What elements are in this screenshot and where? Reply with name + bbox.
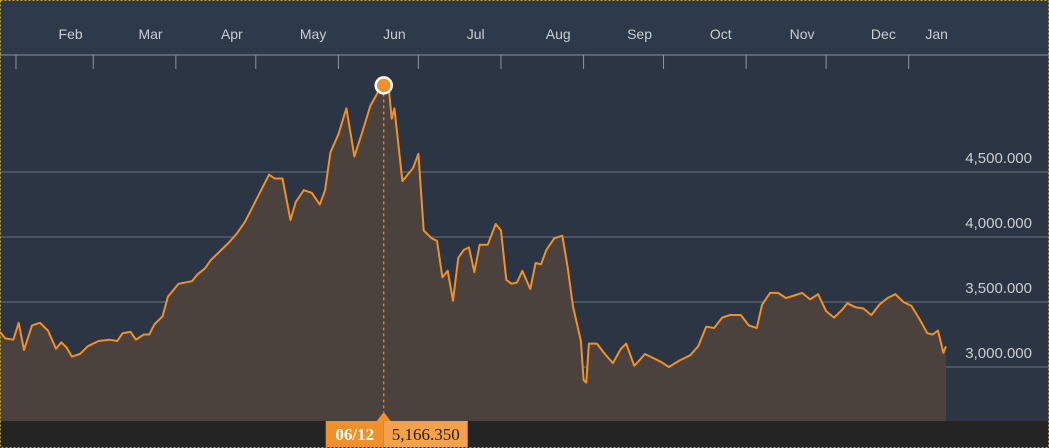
x-tick-label: Nov bbox=[790, 26, 815, 42]
x-tick-label: May bbox=[300, 26, 326, 42]
price-line bbox=[0, 84, 947, 384]
hover-point[interactable] bbox=[374, 76, 393, 95]
tooltip-value: 5,166.350 bbox=[392, 425, 460, 444]
y-tick-label: 3,000.000 bbox=[965, 345, 1032, 362]
tooltip-date-box bbox=[325, 421, 384, 447]
bottom-bar bbox=[0, 421, 1049, 448]
tooltip-date: 06/12 bbox=[335, 425, 374, 444]
x-tick-label: Mar bbox=[138, 26, 162, 42]
y-tick-label: 3,500.000 bbox=[965, 280, 1032, 297]
x-tick-label: Jun bbox=[383, 26, 406, 42]
x-tick-label: Aug bbox=[546, 26, 571, 42]
x-tick-label: Jan bbox=[925, 26, 948, 42]
x-tick-label: Sep bbox=[627, 26, 652, 42]
y-tick-label: 4,000.000 bbox=[965, 215, 1032, 232]
x-axis-band bbox=[0, 0, 1049, 55]
tooltip-value-box bbox=[383, 421, 468, 447]
x-tick-label: Oct bbox=[710, 26, 732, 42]
x-tick-label: Feb bbox=[59, 26, 83, 42]
tooltip-pointer bbox=[376, 412, 391, 421]
x-axis: Feb Mar Apr May Jun Jul Aug Sep Oct Nov Dec Jan bbox=[15, 26, 948, 69]
x-tick-label: Dec bbox=[871, 26, 896, 42]
y-axis: 4,500.000 4,000.000 3,500.000 3,000.000 bbox=[965, 150, 1032, 362]
value-tooltip: 06/12 5,166.350 bbox=[325, 412, 468, 447]
x-tick-label: Apr bbox=[221, 26, 243, 42]
x-tick-label: Jul bbox=[467, 26, 485, 42]
price-area bbox=[0, 85, 946, 422]
y-tick-label: 4,500.000 bbox=[965, 150, 1032, 167]
